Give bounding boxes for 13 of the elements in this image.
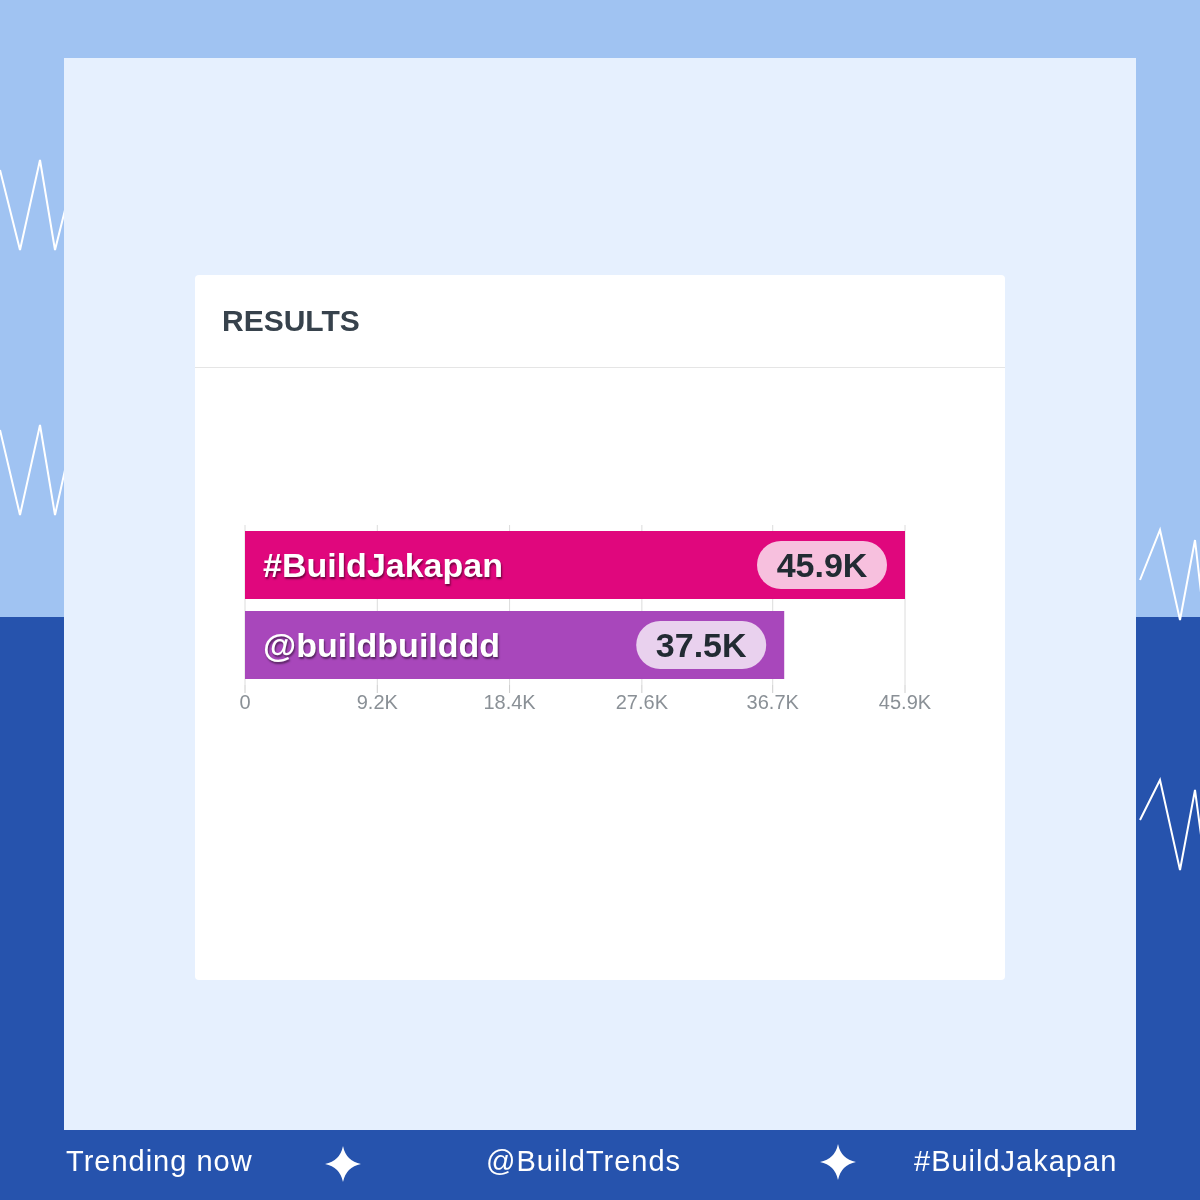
text: Trending now (66, 1145, 253, 1178)
x-tick-label: 27.6K (615, 691, 669, 714)
data-label: 37.5K (655, 626, 748, 664)
x-tick-label: 36.7K (746, 691, 800, 714)
x-tick-label: 0 (239, 691, 251, 714)
text: #BuildJakapan (914, 1145, 1118, 1178)
text: @BuildTrends (486, 1145, 682, 1178)
x-tick-label: 18.4K (483, 691, 537, 714)
data-label: 45.9K (776, 546, 868, 584)
y-tick-label: @buildbuilddd (263, 626, 501, 664)
chart-title: RESULTS (195, 275, 1005, 368)
x-tick-label: 9.2K (356, 691, 399, 714)
x-tick-label: 45.9K (878, 691, 932, 714)
